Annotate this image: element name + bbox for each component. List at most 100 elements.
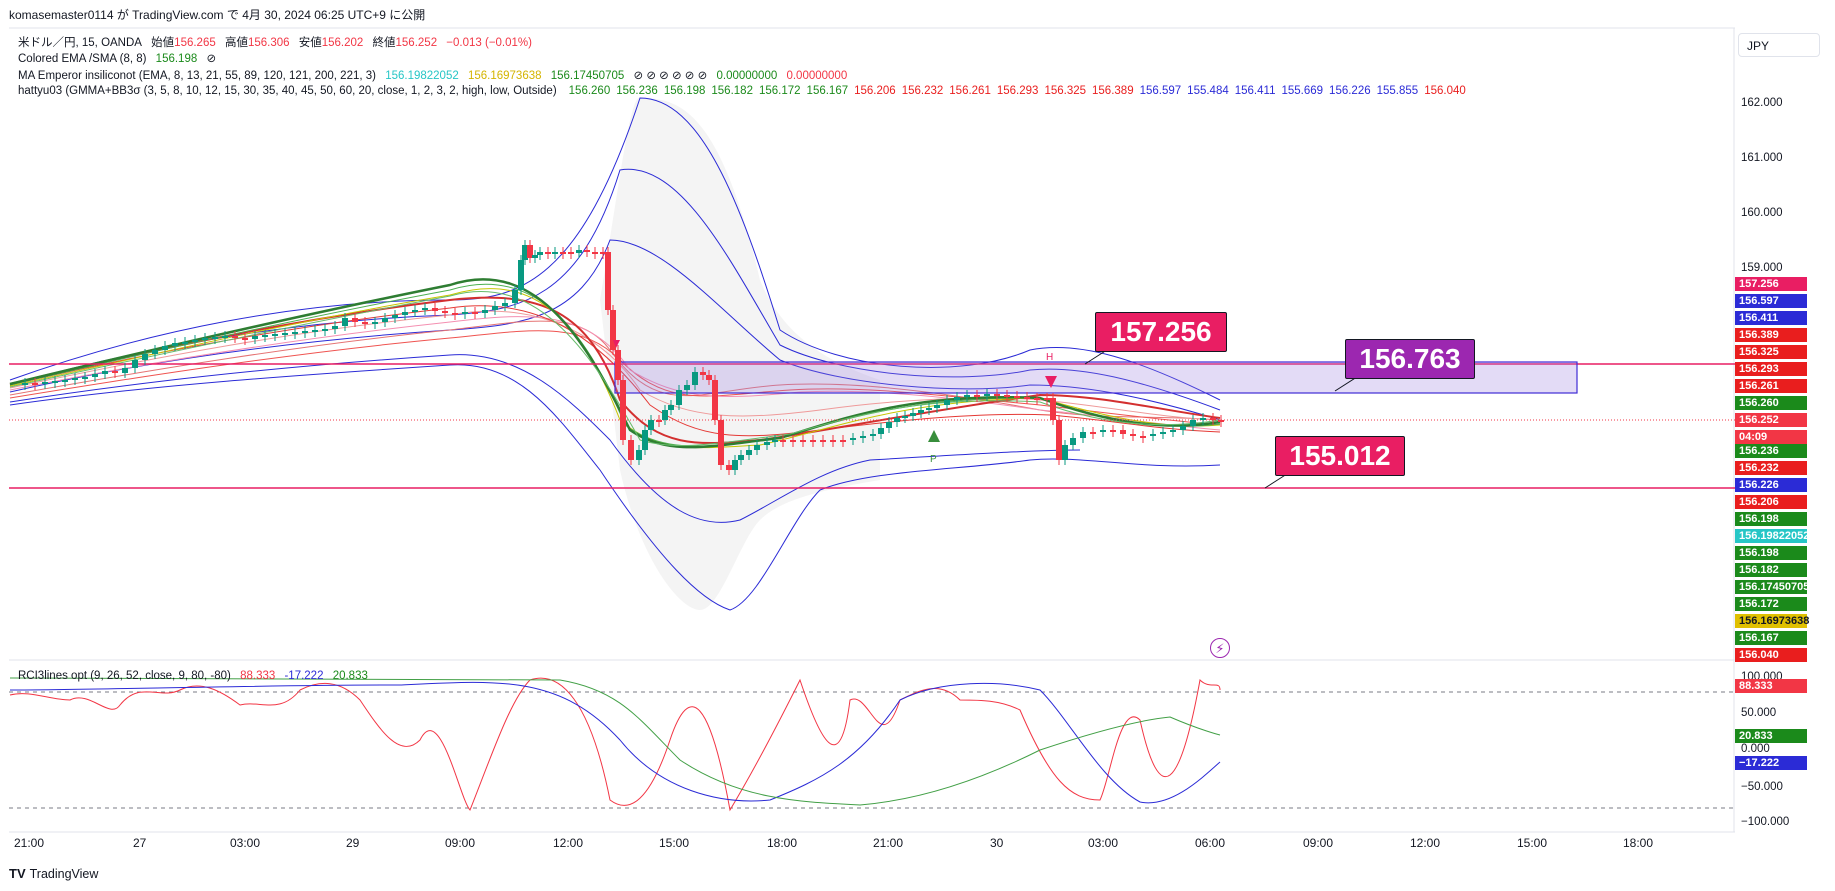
buy-signal-marker bbox=[928, 430, 940, 442]
bb-upper-3 bbox=[9, 97, 1221, 401]
tradingview-brand-name: TradingView bbox=[29, 867, 99, 881]
bb-lower-3 bbox=[9, 364, 1221, 611]
price-box: 156.182 bbox=[1735, 563, 1807, 577]
hattyu-value: 156.389 bbox=[1092, 85, 1134, 97]
hattyu-legend[interactable]: hattyu03 (GMMA+BB3σ (3, 5, 8, 10, 12, 15… bbox=[18, 85, 1472, 97]
p-marker-label: P bbox=[930, 454, 937, 465]
callout-156763[interactable]: 156.763 bbox=[1345, 339, 1475, 379]
price-box: 156.260 bbox=[1735, 396, 1807, 410]
price-box: 04:09 bbox=[1735, 430, 1807, 444]
hattyu-value: 156.198 bbox=[663, 85, 706, 97]
ema-value: 156.198 bbox=[155, 53, 198, 65]
h-marker-label: H bbox=[1046, 352, 1053, 363]
hattyu-value: 156.167 bbox=[806, 85, 849, 97]
time-axis-label: 09:00 bbox=[1303, 836, 1334, 850]
bb-upper-1 bbox=[9, 239, 1221, 421]
price-box: 156.411 bbox=[1735, 311, 1807, 325]
ema-legend[interactable]: Colored EMA /SMA (8, 8) 156.198 ⊘ bbox=[18, 51, 222, 65]
emperor-v3: 156.17450705 bbox=[550, 70, 625, 82]
ema-hidden-icon: ⊘ bbox=[206, 53, 217, 65]
time-axis-label: 18:00 bbox=[1623, 836, 1654, 850]
price-box: 157.256 bbox=[1735, 277, 1807, 291]
callout-157256[interactable]: 157.256 bbox=[1095, 312, 1227, 352]
emperor-v2: 156.16973638 bbox=[467, 70, 542, 82]
rci-mid-line bbox=[9, 681, 1221, 804]
time-axis-label: 29 bbox=[346, 836, 360, 850]
rci-box-short: 88.333 bbox=[1735, 679, 1807, 693]
callout-155012[interactable]: 155.012 bbox=[1275, 436, 1405, 476]
currency-button[interactable]: JPY bbox=[1738, 33, 1820, 57]
hattyu-value: 155.855 bbox=[1376, 85, 1419, 97]
price-box: 156.172 bbox=[1735, 597, 1807, 611]
price-box: 156.325 bbox=[1735, 345, 1807, 359]
gmma-ribbon bbox=[9, 278, 1221, 449]
bb-fill-area bbox=[600, 97, 880, 610]
bb-lower-2 bbox=[9, 354, 1081, 523]
hattyu-value: 156.232 bbox=[901, 85, 944, 97]
published-by-line: komasemaster0114 が TradingView.com で 4月 … bbox=[9, 8, 426, 22]
emperor-v5: 0.00000000 bbox=[786, 70, 848, 82]
rci-v1: 88.333 bbox=[240, 670, 276, 682]
time-axis-label: 09:00 bbox=[445, 836, 476, 850]
sell-signal-marker-2 bbox=[613, 340, 620, 348]
price-box: 156.293 bbox=[1735, 362, 1807, 376]
price-box: 156.389 bbox=[1735, 328, 1807, 342]
hattyu-value: 155.669 bbox=[1281, 85, 1324, 97]
change-value: −0.013 (−0.01%) bbox=[446, 37, 532, 49]
sell-signal-marker bbox=[1045, 376, 1057, 388]
rci-v2: -17.222 bbox=[284, 670, 324, 682]
time-axis-label: 15:00 bbox=[659, 836, 690, 850]
rci-box-mid: −17.222 bbox=[1735, 756, 1807, 770]
time-axis-label: 21:00 bbox=[873, 836, 904, 850]
hattyu-label: hattyu03 (GMMA+BB3σ (3, 5, 8, 10, 12, 15… bbox=[18, 85, 557, 97]
emperor-legend[interactable]: MA Emperor insiliconot (EMA, 8, 13, 21, … bbox=[18, 68, 853, 82]
open-label: 始値 bbox=[151, 37, 175, 49]
price-box: 156.597 bbox=[1735, 294, 1807, 308]
flash-alert-icon[interactable]: ⚡ bbox=[1210, 638, 1230, 658]
close-label: 終値 bbox=[372, 37, 396, 49]
rci-axis-label: 50.000 bbox=[1741, 707, 1777, 719]
rci-legend[interactable]: RCI3lines opt (9, 26, 52, close, 9, 80, … bbox=[18, 670, 374, 682]
symbol-legend[interactable]: 米ドル／円, 15, OANDA 始値156.265 高値156.306 安値1… bbox=[18, 34, 538, 50]
price-box: 156.16973638 bbox=[1735, 614, 1809, 628]
time-axis-label: 30 bbox=[990, 836, 1004, 850]
high-value: 156.306 bbox=[247, 37, 290, 49]
rci-label: RCI3lines opt (9, 26, 52, close, 9, 80, … bbox=[18, 670, 231, 682]
emperor-hidden-icons: ⊘ ⊘ ⊘ ⊘ ⊘ ⊘ bbox=[633, 70, 708, 82]
time-axis-label: 03:00 bbox=[1088, 836, 1119, 850]
hattyu-value: 156.236 bbox=[616, 85, 658, 97]
price-axis-label: 159.000 bbox=[1741, 262, 1783, 274]
low-value: 156.202 bbox=[321, 37, 364, 49]
hattyu-value: 156.411 bbox=[1234, 85, 1276, 97]
chart-canvas[interactable]: P H bbox=[0, 0, 1735, 840]
rci-v3: 20.833 bbox=[332, 670, 368, 682]
symbol-name: 米ドル／円, 15, OANDA bbox=[18, 37, 142, 49]
hattyu-value: 156.261 bbox=[949, 85, 991, 97]
hattyu-value: 156.293 bbox=[996, 85, 1039, 97]
time-axis-label: 15:00 bbox=[1517, 836, 1548, 850]
hattyu-value: 155.484 bbox=[1187, 85, 1229, 97]
price-box: 156.198 bbox=[1735, 546, 1807, 560]
bb-upper-2 bbox=[9, 168, 1221, 411]
time-axis-label: 12:00 bbox=[1410, 836, 1441, 850]
hattyu-value: 156.226 bbox=[1329, 85, 1371, 97]
time-axis-label: 27 bbox=[133, 836, 147, 850]
tradingview-logo-icon: TV bbox=[9, 866, 26, 881]
hattyu-value: 156.182 bbox=[711, 85, 753, 97]
price-box: 156.198 bbox=[1735, 512, 1807, 526]
price-box: 156.040 bbox=[1735, 648, 1807, 662]
tradingview-brand[interactable]: TV TradingView bbox=[9, 866, 98, 881]
hattyu-value: 156.172 bbox=[758, 85, 801, 97]
hattyu-value: 156.040 bbox=[1424, 85, 1466, 97]
price-box: 156.167 bbox=[1735, 631, 1807, 645]
rci-short-line bbox=[9, 677, 1221, 812]
price-box: 156.232 bbox=[1735, 461, 1807, 475]
price-box: 156.252 bbox=[1735, 413, 1807, 427]
price-box: 156.226 bbox=[1735, 478, 1807, 492]
price-axis-label: 162.000 bbox=[1741, 97, 1783, 109]
ema-label: Colored EMA /SMA (8, 8) bbox=[18, 53, 147, 65]
hattyu-value: 156.597 bbox=[1139, 85, 1182, 97]
emperor-label: MA Emperor insiliconot (EMA, 8, 13, 21, … bbox=[18, 70, 376, 82]
price-box: 156.19822052 bbox=[1735, 529, 1809, 543]
price-axis-label: 161.000 bbox=[1741, 152, 1783, 164]
